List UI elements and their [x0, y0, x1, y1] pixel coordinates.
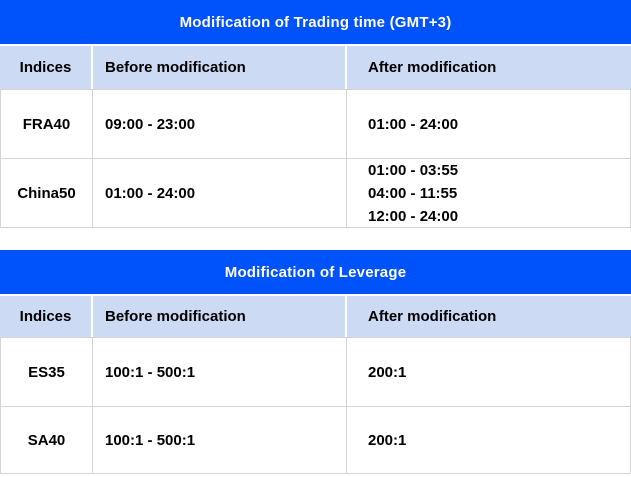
column-header-before-modification: Before modification	[93, 296, 347, 337]
trading-time-table-title: Modification of Trading time (GMT+3)	[0, 0, 631, 44]
column-header-after-modification: After modification	[347, 296, 631, 337]
cell-after-modification: 200:1	[347, 337, 631, 407]
cell-before-modification: 100:1 - 500:1	[93, 407, 347, 474]
column-header-after-modification: After modification	[347, 46, 631, 89]
leverage-section: Modification of Leverage Indices Before …	[0, 250, 631, 474]
table-row: China50 01:00 - 24:00 01:00 - 03:55 04:0…	[0, 159, 631, 228]
leverage-table-title: Modification of Leverage	[0, 250, 631, 294]
cell-index: China50	[0, 159, 93, 228]
trading-time-section: Modification of Trading time (GMT+3) Ind…	[0, 0, 631, 228]
section-gap	[0, 228, 631, 250]
trading-time-header-row: Indices Before modification After modifi…	[0, 46, 631, 89]
column-header-before-modification: Before modification	[93, 46, 347, 89]
cell-after-modification: 01:00 - 03:55 04:00 - 11:55 12:00 - 24:0…	[347, 159, 631, 228]
cell-after-modification: 01:00 - 24:00	[347, 89, 631, 159]
column-header-indices: Indices	[0, 46, 93, 89]
cell-before-modification: 09:00 - 23:00	[93, 89, 347, 159]
column-header-indices: Indices	[0, 296, 93, 337]
cell-index: ES35	[0, 337, 93, 407]
cell-after-modification: 200:1	[347, 407, 631, 474]
cell-before-modification: 100:1 - 500:1	[93, 337, 347, 407]
cell-index: FRA40	[0, 89, 93, 159]
table-row: ES35 100:1 - 500:1 200:1	[0, 337, 631, 407]
cell-before-modification: 01:00 - 24:00	[93, 159, 347, 228]
leverage-header-row: Indices Before modification After modifi…	[0, 296, 631, 337]
table-row: FRA40 09:00 - 23:00 01:00 - 24:00	[0, 89, 631, 159]
table-row: SA40 100:1 - 500:1 200:1	[0, 407, 631, 474]
cell-index: SA40	[0, 407, 93, 474]
